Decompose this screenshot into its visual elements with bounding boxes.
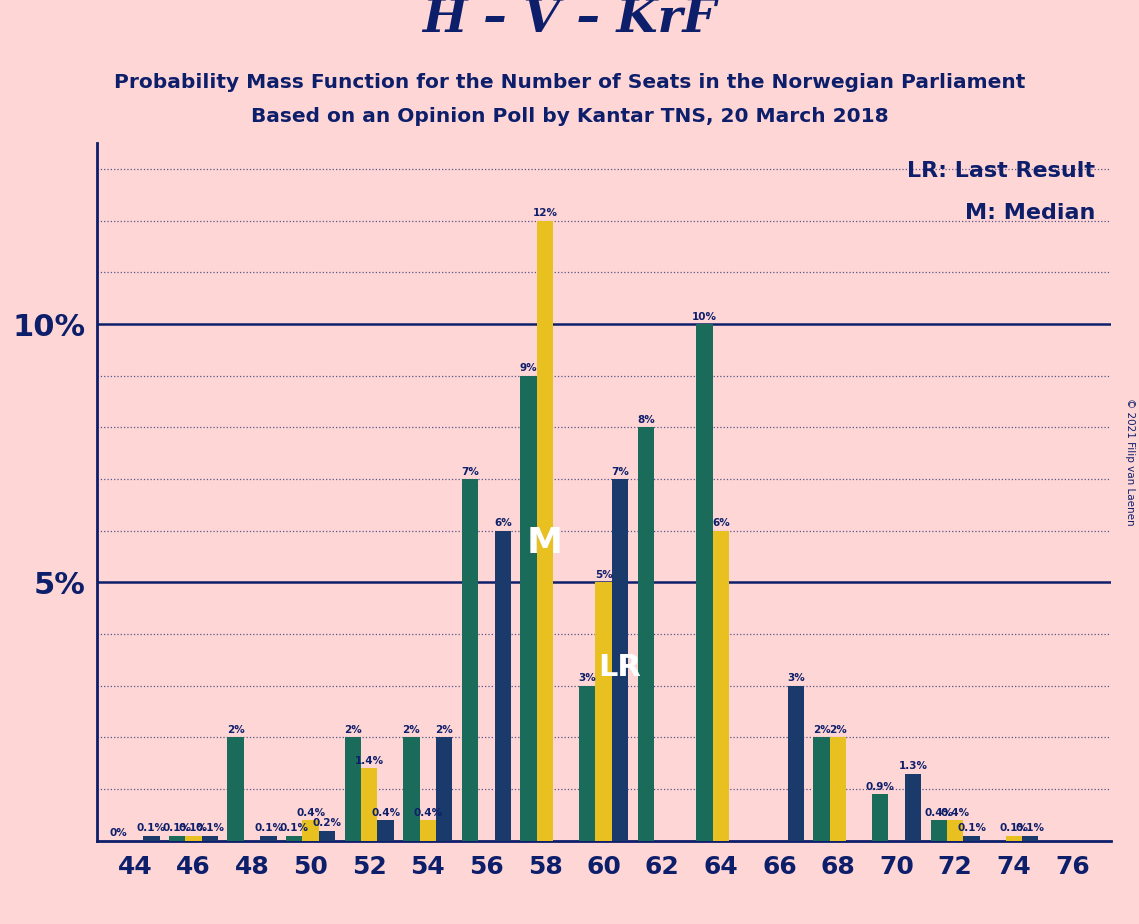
Bar (872, 795, 888, 841)
Bar (286, 835, 303, 841)
Bar (202, 835, 218, 841)
Bar (186, 835, 202, 841)
Bar (436, 737, 452, 841)
Text: 7%: 7% (461, 467, 480, 477)
Text: 5%: 5% (595, 570, 613, 580)
Text: 3%: 3% (579, 674, 596, 683)
Text: LR: Last Result: LR: Last Result (908, 161, 1096, 181)
Text: 0.4%: 0.4% (296, 808, 326, 818)
Bar (596, 582, 612, 841)
Text: 0.4%: 0.4% (941, 808, 969, 818)
Bar (904, 773, 921, 841)
Bar (612, 480, 629, 841)
Text: Based on an Opinion Poll by Kantar TNS, 20 March 2018: Based on an Opinion Poll by Kantar TNS, … (251, 107, 888, 126)
Text: H – V – KrF: H – V – KrF (423, 0, 716, 43)
Bar (931, 821, 947, 841)
Bar (788, 686, 804, 841)
Text: 2%: 2% (813, 725, 830, 735)
Text: 9%: 9% (519, 363, 538, 373)
Text: 7%: 7% (612, 467, 629, 477)
Bar (494, 530, 511, 841)
Bar (1022, 835, 1039, 841)
Text: LR: LR (599, 652, 641, 682)
Bar (228, 737, 244, 841)
Text: 6%: 6% (712, 518, 730, 529)
Bar (713, 530, 729, 841)
Text: 0.1%: 0.1% (196, 823, 224, 833)
Text: 0.9%: 0.9% (866, 782, 894, 792)
Text: 0.1%: 0.1% (179, 823, 208, 833)
Text: 2%: 2% (829, 725, 847, 735)
Text: 1.3%: 1.3% (899, 761, 927, 771)
Bar (947, 821, 964, 841)
Bar (361, 769, 377, 841)
Text: 10%: 10% (693, 311, 716, 322)
Bar (345, 737, 361, 841)
Text: 0.1%: 0.1% (254, 823, 282, 833)
Text: 0.4%: 0.4% (413, 808, 442, 818)
Bar (830, 737, 846, 841)
Bar (696, 324, 713, 841)
Bar (638, 428, 654, 841)
Text: 8%: 8% (637, 415, 655, 425)
Text: 6%: 6% (494, 518, 511, 529)
Text: M: M (527, 526, 563, 560)
Text: M: Median: M: Median (965, 202, 1096, 223)
Text: 0.1%: 0.1% (163, 823, 191, 833)
Bar (462, 480, 478, 841)
Text: 1.4%: 1.4% (354, 756, 384, 766)
Text: 0.4%: 0.4% (371, 808, 400, 818)
Bar (319, 831, 335, 841)
Text: 2%: 2% (227, 725, 245, 735)
Text: © 2021 Filip van Laenen: © 2021 Filip van Laenen (1125, 398, 1134, 526)
Text: 0.1%: 0.1% (999, 823, 1029, 833)
Text: 2%: 2% (402, 725, 420, 735)
Text: 2%: 2% (344, 725, 362, 735)
Text: 0%: 0% (109, 828, 128, 838)
Text: 0.1%: 0.1% (137, 823, 166, 833)
Bar (303, 821, 319, 841)
Bar (813, 737, 830, 841)
Bar (419, 821, 436, 841)
Text: 0.1%: 0.1% (280, 823, 309, 833)
Bar (261, 835, 277, 841)
Bar (536, 221, 554, 841)
Bar (579, 686, 596, 841)
Text: 0.1%: 0.1% (1016, 823, 1044, 833)
Text: 12%: 12% (533, 208, 558, 218)
Text: 0.1%: 0.1% (957, 823, 986, 833)
Text: 0.2%: 0.2% (312, 818, 342, 828)
Bar (169, 835, 186, 841)
Text: 2%: 2% (435, 725, 453, 735)
Bar (144, 835, 159, 841)
Bar (521, 376, 536, 841)
Text: 3%: 3% (787, 674, 805, 683)
Bar (964, 835, 980, 841)
Text: 0.4%: 0.4% (924, 808, 953, 818)
Bar (377, 821, 394, 841)
Bar (403, 737, 419, 841)
Text: Probability Mass Function for the Number of Seats in the Norwegian Parliament: Probability Mass Function for the Number… (114, 73, 1025, 91)
Bar (1006, 835, 1022, 841)
